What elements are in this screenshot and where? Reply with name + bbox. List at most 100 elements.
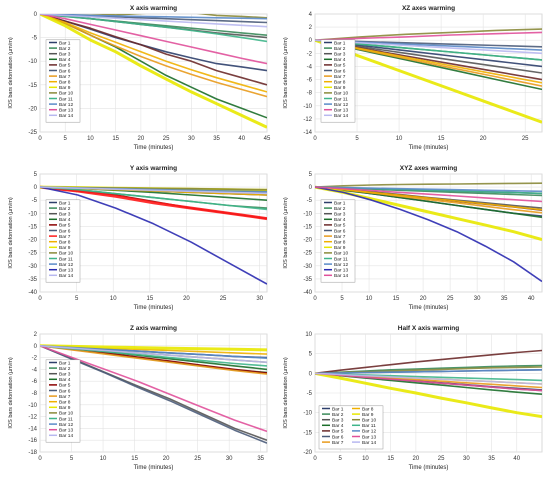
legend-label: Bar 3: [332, 418, 344, 424]
legend-label: Bar 13: [334, 268, 348, 274]
legend-label: Bar 2: [59, 46, 71, 52]
x-tick-label: 0: [313, 296, 317, 302]
legend-label: Bar 12: [59, 102, 73, 108]
legend-label: Bar 4: [59, 377, 71, 383]
y-tick-label: 0: [309, 185, 313, 191]
legend-label: Bar 8: [59, 400, 71, 406]
series-line-bar-10: [315, 182, 542, 188]
x-tick-label: 25: [220, 296, 227, 302]
series-group: [40, 14, 267, 129]
series-line-bar-9: [40, 14, 267, 129]
x-tick-label: 0: [313, 456, 317, 462]
x-tick-label: 5: [355, 136, 359, 142]
series-line-bar-8: [40, 14, 267, 93]
legend-label: Bar 11: [362, 423, 376, 429]
y-tick-label: -30: [303, 264, 312, 270]
x-tick-label: 15: [112, 136, 119, 142]
legend-label: Bar 6: [59, 388, 71, 394]
y-tick-label: 0: [34, 185, 38, 191]
legend-label: Bar 4: [59, 217, 71, 223]
series-line-bar-10: [315, 28, 542, 41]
x-tick-label: 30: [463, 456, 470, 462]
series-line-bar-13: [315, 31, 542, 41]
x-axis-label: Time (minutes): [409, 145, 449, 151]
series-line-bar-12: [315, 186, 542, 193]
x-tick-label: 0: [38, 456, 42, 462]
legend-label: Bar 7: [59, 394, 71, 400]
legend-label: Bar 10: [334, 251, 348, 257]
y-tick-label: -25: [28, 130, 37, 136]
legend-label: Bar 8: [334, 240, 346, 246]
legend-label: Bar 13: [362, 434, 376, 440]
legend-label: Bar 3: [59, 52, 71, 58]
y-tick-label: 4: [309, 12, 313, 18]
y-tick-label: -5: [32, 36, 38, 42]
y-tick-label: -12: [303, 117, 312, 123]
y-tick-label: -10: [303, 211, 312, 217]
y-tick-label: -6: [32, 379, 38, 385]
x-tick-label: 25: [163, 136, 170, 142]
y-tick-label: 0: [309, 371, 313, 377]
x-tick-label: 30: [474, 296, 481, 302]
legend-label: Bar 9: [334, 85, 346, 91]
x-tick-label: 10: [366, 296, 373, 302]
y-tick-label: -8: [307, 91, 313, 97]
x-tick-label: 25: [438, 456, 445, 462]
series-line-bar-14: [40, 186, 267, 195]
legend-label: Bar 9: [362, 412, 374, 418]
legend-label: Bar 5: [59, 223, 71, 229]
x-axis-label: Time (minutes): [134, 145, 174, 151]
legend-label: Bar 12: [59, 262, 73, 268]
series-line-bar-12: [315, 369, 542, 375]
x-tick-label: 25: [194, 456, 201, 462]
y-tick-label: -6: [307, 78, 313, 84]
legend-label: Bar 11: [59, 416, 73, 422]
legend-label: Bar 1: [59, 40, 71, 46]
y-tick-label: -10: [303, 411, 312, 417]
x-tick-label: 25: [522, 136, 529, 142]
x-tick-label: 5: [339, 456, 343, 462]
series-group: [315, 349, 542, 419]
y-tick-label: -40: [28, 290, 37, 296]
legend-label: Bar 9: [59, 405, 71, 411]
series-line-bar-5: [40, 14, 267, 86]
y-tick-label: -15: [28, 83, 37, 89]
legend-label: Bar 14: [334, 273, 348, 279]
series-line-bar-11: [40, 186, 267, 211]
legend-label: Bar 7: [59, 74, 71, 80]
x-tick-label: 20: [480, 136, 487, 142]
x-tick-label: 20: [138, 136, 145, 142]
x-tick-label: 5: [70, 456, 74, 462]
series-line-bar-9: [40, 344, 267, 352]
y-tick-label: -20: [28, 238, 37, 244]
series-line-bar-13: [315, 186, 542, 283]
legend-label: Bar 2: [332, 412, 344, 418]
legend-label: Bar 8: [59, 240, 71, 246]
series-line-bar-14: [315, 186, 542, 203]
legend-label: Bar 14: [59, 273, 73, 279]
series-line-bar-7: [40, 185, 267, 221]
legend-label: Bar 8: [362, 406, 374, 412]
y-tick-label: -15: [303, 224, 312, 230]
legend-label: Bar 3: [59, 212, 71, 218]
legend-label: Bar 5: [59, 63, 71, 69]
x-axis-label: Time (minutes): [134, 305, 174, 311]
legend-label: Bar 5: [59, 383, 71, 389]
y-tick-label: -5: [307, 391, 313, 397]
legend-label: Bar 10: [362, 418, 376, 424]
y-tick-label: -40: [303, 290, 312, 296]
legend-label: Bar 14: [59, 113, 73, 119]
chart-title: Y axis warming: [130, 165, 177, 172]
series-group: [40, 185, 267, 285]
series-line-bar-8: [315, 186, 542, 211]
y-tick-label: -35: [28, 277, 37, 283]
y-axis-label: IOS bars deformation (µm/m): [8, 37, 14, 108]
series-line-bar-14: [40, 14, 267, 28]
x-tick-label: 45: [264, 136, 271, 142]
y-tick-label: 0: [34, 12, 38, 18]
x-tick-label: 35: [257, 456, 264, 462]
